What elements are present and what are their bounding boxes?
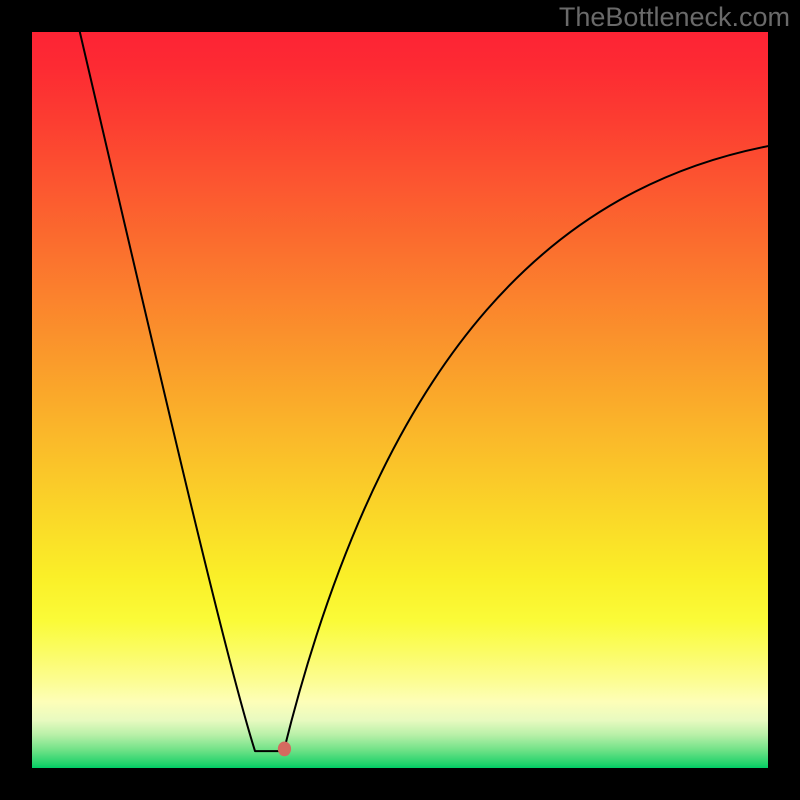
plot-area <box>32 32 768 768</box>
chart-frame: TheBottleneck.com <box>0 0 800 800</box>
gradient-background <box>32 32 768 768</box>
chart-svg <box>32 32 768 768</box>
watermark-text: TheBottleneck.com <box>559 2 790 33</box>
optimum-marker <box>278 742 291 757</box>
